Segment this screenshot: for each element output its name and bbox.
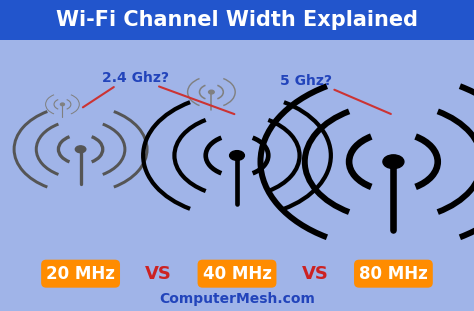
Circle shape (383, 155, 404, 169)
Text: 40 MHz: 40 MHz (202, 265, 272, 283)
Text: Wi-Fi Channel Width Explained: Wi-Fi Channel Width Explained (56, 10, 418, 30)
Text: 80 MHz: 80 MHz (359, 265, 428, 283)
Text: 2.4 Ghz?: 2.4 Ghz? (101, 71, 169, 85)
Text: 20 MHz: 20 MHz (46, 265, 115, 283)
FancyBboxPatch shape (0, 0, 474, 40)
Circle shape (209, 90, 214, 94)
Circle shape (75, 146, 86, 153)
Text: VS: VS (146, 265, 172, 283)
Circle shape (61, 103, 64, 106)
Circle shape (229, 151, 245, 160)
Text: ComputerMesh.com: ComputerMesh.com (159, 291, 315, 306)
Text: 5 Ghz?: 5 Ghz? (280, 74, 332, 88)
Text: VS: VS (302, 265, 328, 283)
